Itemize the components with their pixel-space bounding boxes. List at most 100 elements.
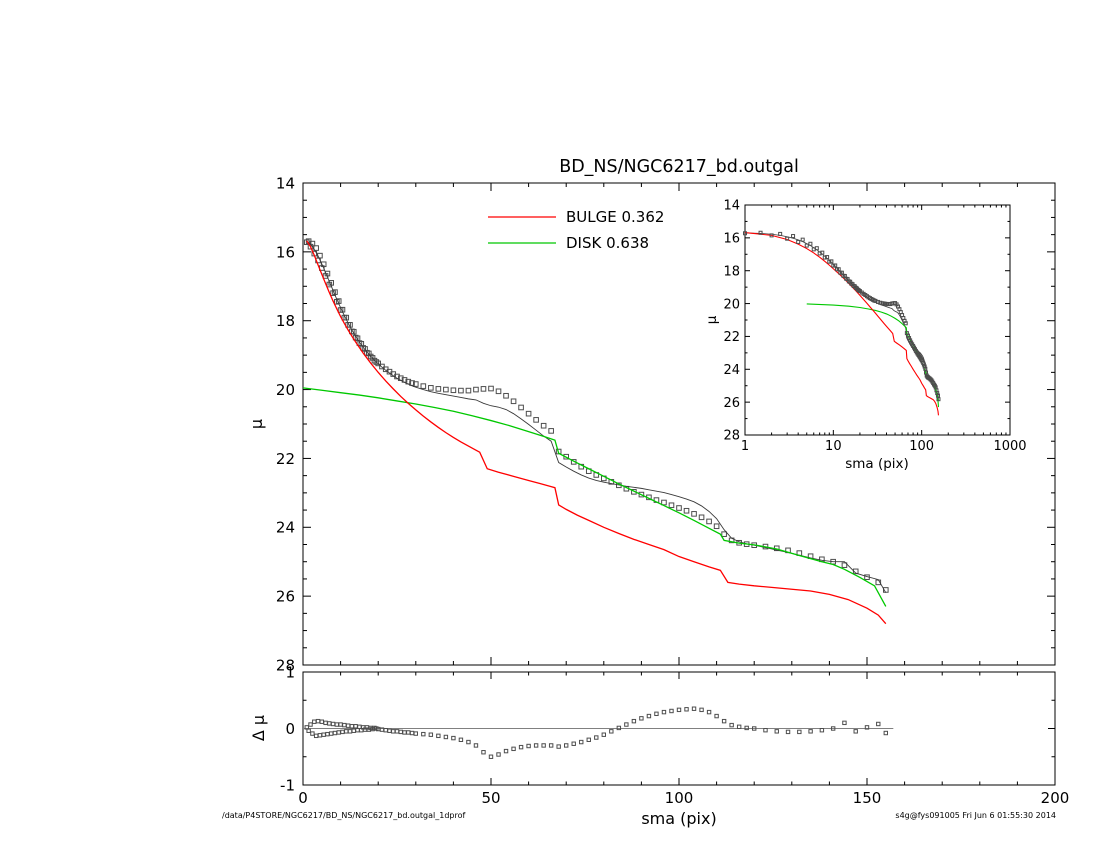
residual-point (556, 744, 561, 749)
data-point (495, 388, 502, 395)
data-point (413, 381, 419, 387)
inset-x-axis-label: sma (pix) (845, 456, 909, 472)
residual-point (631, 718, 637, 724)
main-ytick-label: 16 (276, 243, 295, 261)
residual-point (345, 723, 351, 728)
inset-data-point (878, 300, 883, 305)
residual-ytick-label: 1 (285, 663, 295, 681)
x-axis-label: sma (pix) (641, 809, 716, 828)
inset-data-point (822, 255, 827, 260)
residual-xtick-label: 200 (1041, 789, 1070, 807)
residual-point (334, 722, 340, 727)
residual-point (669, 708, 674, 714)
inset-ytick-label: 22 (723, 330, 740, 345)
data-point (473, 386, 479, 393)
residual-point (398, 729, 403, 735)
residual-point (355, 728, 360, 733)
data-point (713, 523, 720, 530)
residual-point (325, 731, 330, 737)
inset-data-point (903, 321, 908, 326)
data-point (510, 398, 517, 405)
residual-point (458, 737, 464, 742)
residual-point (338, 722, 343, 727)
main-ytick-label: 18 (276, 312, 295, 330)
inset-data-point (873, 298, 878, 303)
inset-ytick-label: 26 (723, 396, 740, 411)
residual-point (676, 707, 682, 713)
data-point (706, 518, 712, 525)
residual-ytick-label: 0 (285, 720, 295, 738)
bulge-curve (306, 240, 887, 625)
data-point (533, 417, 539, 423)
residual-point (488, 754, 494, 759)
residual-point (883, 730, 888, 736)
inset-ytick-label: 20 (723, 297, 740, 312)
inset-data-point (743, 231, 747, 236)
data-point (638, 491, 645, 498)
data-point (683, 507, 690, 514)
inset-ytick-label: 14 (723, 199, 740, 214)
data-point (428, 385, 434, 391)
residual-point (864, 725, 870, 730)
residual-ytick-label: -1 (280, 776, 295, 794)
inset-data-point (829, 259, 834, 264)
residual-point (646, 713, 652, 719)
footer-user-date: s4g@fys091005 Fri Jun 6 01:55:30 2014 (895, 811, 1056, 820)
main-ytick-label: 28 (276, 656, 295, 674)
inset-data-point (796, 239, 801, 244)
inset-data-point (880, 301, 885, 306)
residual-point (609, 729, 614, 734)
residual-point (329, 731, 334, 736)
inset-data-point (856, 288, 861, 293)
data-point (841, 562, 848, 568)
inset-data-point (804, 243, 809, 248)
residual-point (876, 721, 881, 727)
inset-xtick-label: 1 (741, 439, 749, 454)
residual-point (327, 721, 332, 726)
residual-point (548, 743, 554, 748)
main-frame (302, 182, 1056, 666)
data-point (443, 386, 449, 393)
residual-point (533, 743, 539, 748)
data-point (525, 410, 532, 417)
residual-point (357, 724, 362, 729)
inset-data-point (778, 231, 783, 236)
residual-point (391, 729, 396, 734)
residual-xtick-label: 150 (853, 789, 882, 807)
inset-data-point (833, 263, 838, 268)
residual-point (443, 734, 449, 740)
residual-point (706, 709, 712, 715)
data-point (375, 360, 381, 367)
data-point (691, 511, 697, 517)
data-point (503, 392, 509, 399)
residual-point (518, 744, 524, 750)
residual-point (699, 707, 704, 713)
residual-point (351, 728, 356, 733)
data-point (698, 514, 705, 521)
inset-data-point (785, 236, 790, 241)
main-ytick-label: 24 (276, 519, 295, 537)
residual-point (313, 733, 319, 739)
residual-point (321, 732, 326, 737)
data-point (676, 505, 682, 511)
residual-point (526, 743, 531, 749)
residual-point (310, 731, 315, 736)
residual-point (306, 728, 311, 733)
residual-point (421, 731, 426, 737)
inset-data-point (923, 366, 928, 371)
inset-xtick-label: 10 (825, 439, 842, 454)
residual-point (579, 739, 584, 745)
inset-xtick-label: 1000 (993, 439, 1026, 454)
inset-data-point (769, 233, 774, 238)
residual-point (736, 724, 742, 729)
data-point (480, 386, 487, 392)
inset-data-point (791, 234, 796, 239)
residual-point (616, 725, 622, 731)
residual-point (624, 722, 629, 727)
inset-frame (744, 204, 1011, 436)
inset-xtick-label: 100 (909, 439, 934, 454)
data-point (488, 385, 494, 392)
residual-point (481, 750, 486, 755)
